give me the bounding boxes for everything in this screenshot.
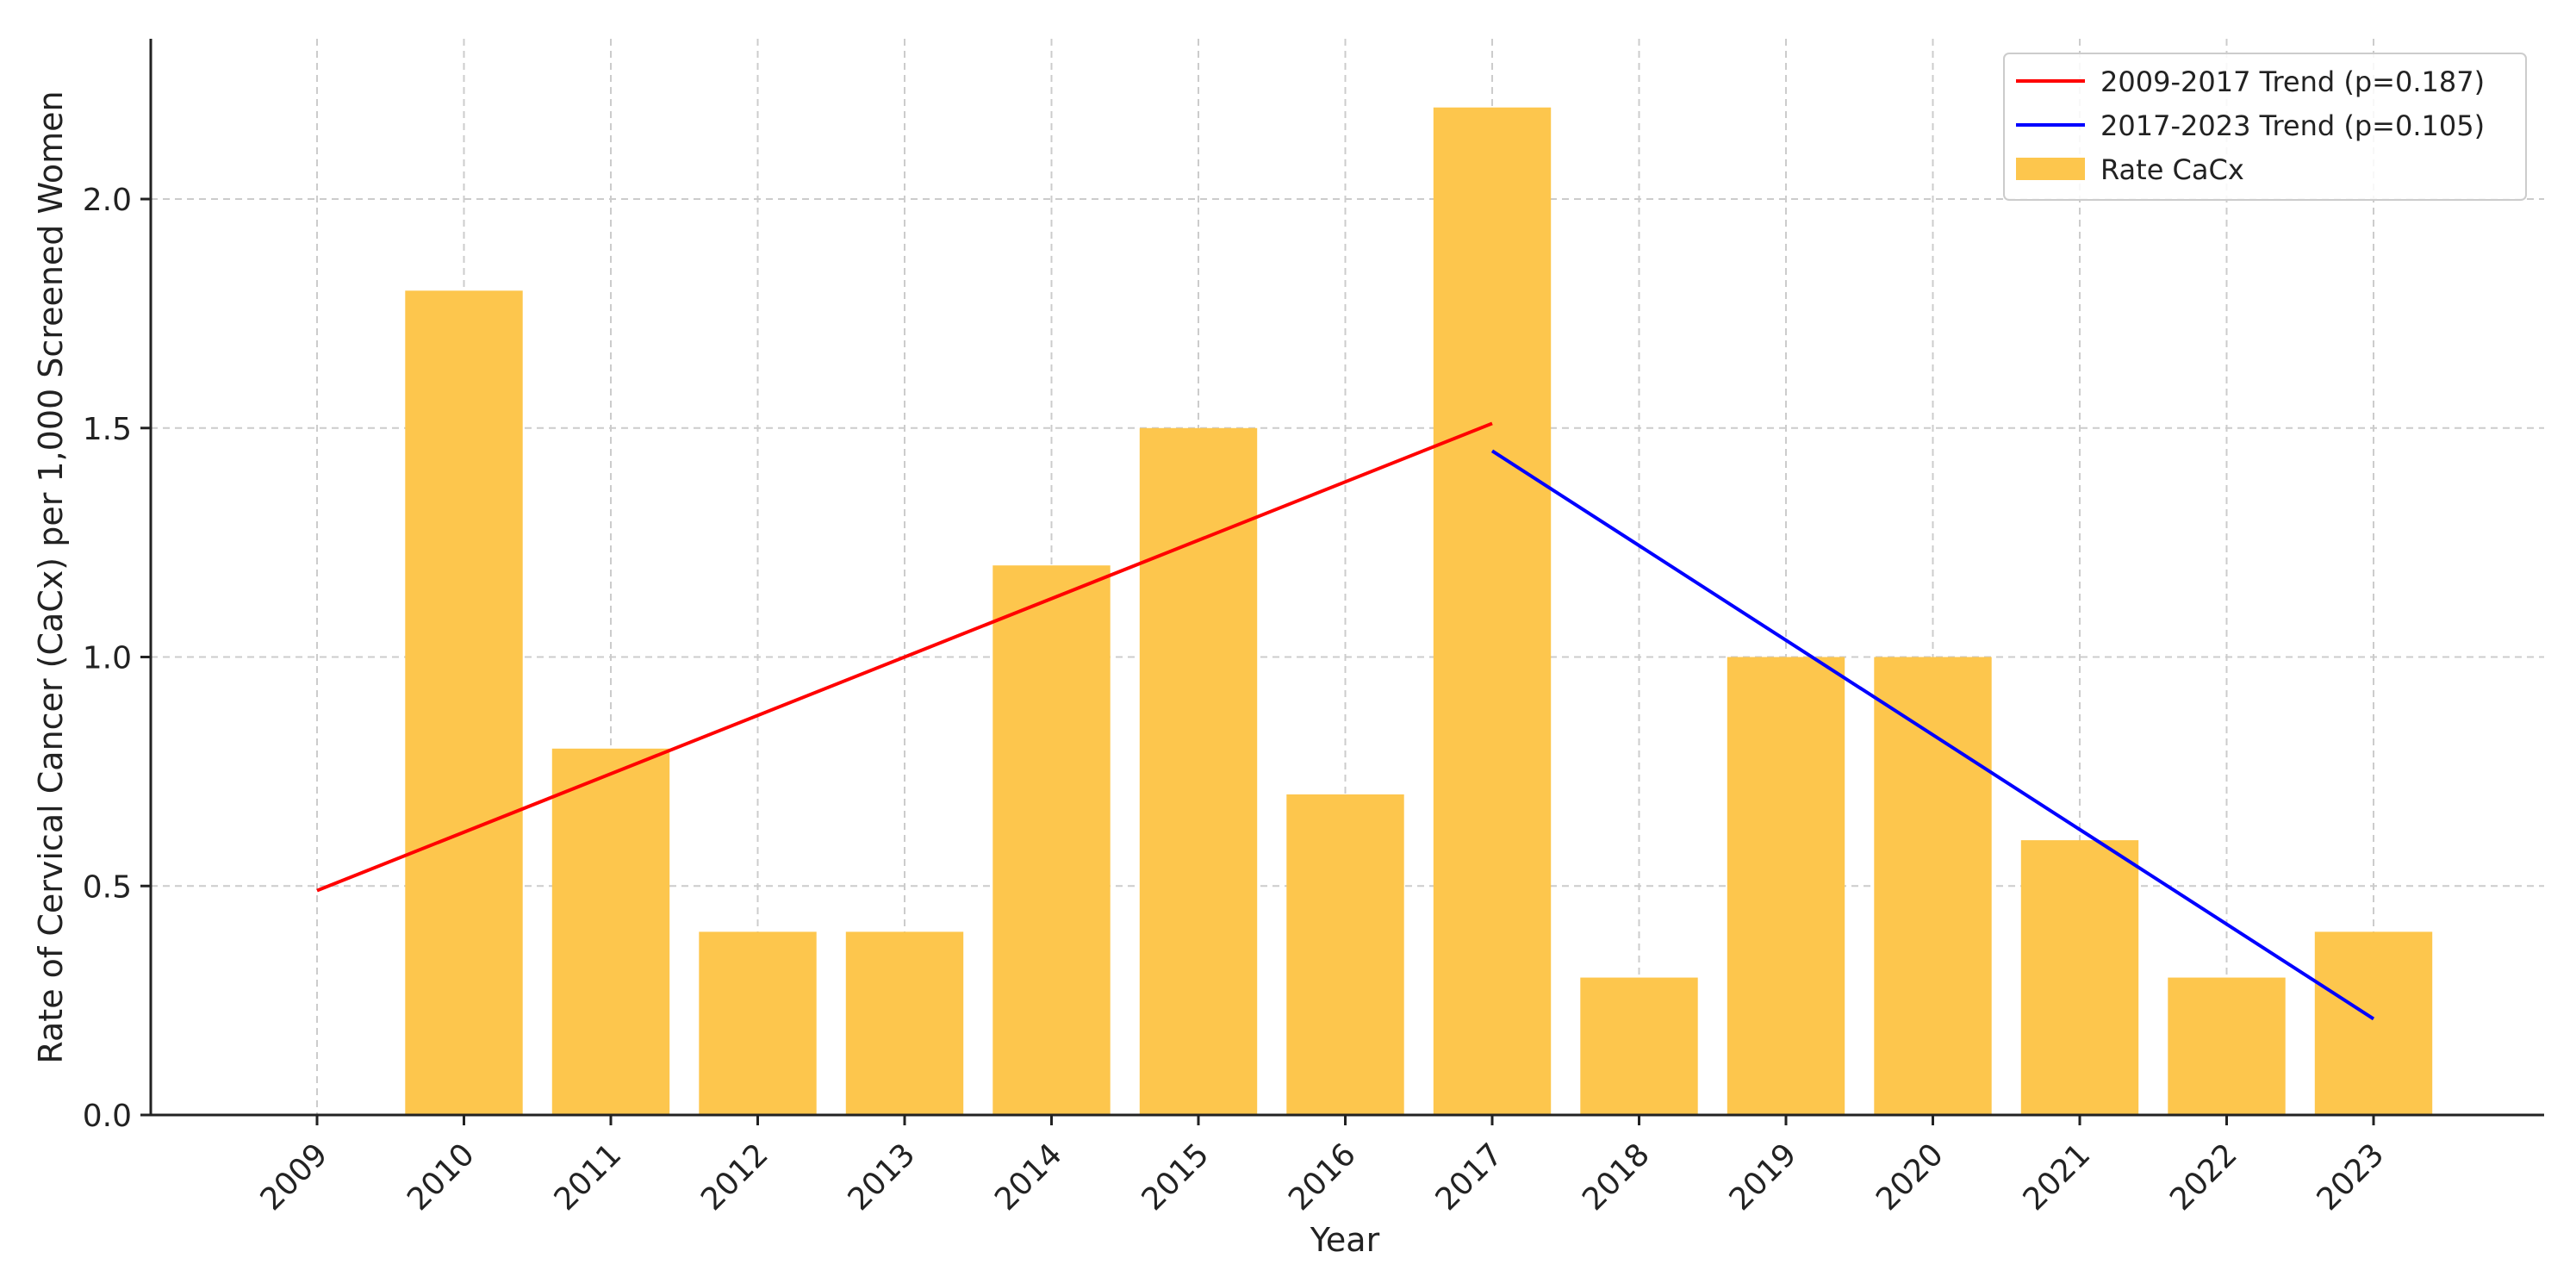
y-tick-label: 0.0: [83, 1099, 132, 1134]
x-tick-label: 2013: [842, 1137, 923, 1218]
x-tick-label: 2010: [401, 1137, 482, 1218]
axes: [149, 39, 2544, 1117]
y-tick-label: 1.5: [83, 412, 132, 447]
x-tick-label: 2015: [1136, 1137, 1216, 1218]
y-tick-label: 1.0: [83, 641, 132, 676]
x-tick-label: 2019: [1723, 1137, 1804, 1218]
bars: [405, 107, 2433, 1116]
legend-label: Rate CaCx: [2100, 153, 2244, 186]
y-ticks: 0.0 0.5 1.0 1.5 2.0: [83, 183, 151, 1134]
x-tick-label: 2022: [2163, 1137, 2244, 1218]
x-axis-label: Year: [1310, 1221, 1380, 1259]
x-tick-label: 2009: [254, 1137, 335, 1218]
x-tick-label: 2020: [1870, 1137, 1951, 1218]
legend-box: [2003, 53, 2527, 201]
legend-label: 2017-2023 Trend (p=0.105): [2100, 109, 2485, 142]
bar: [1139, 427, 1258, 1115]
bar: [2314, 931, 2433, 1115]
y-axis-label: Rate of Cervical Cancer (CaCx) per 1,000…: [32, 90, 70, 1063]
x-tick-label: 2021: [2017, 1137, 2098, 1218]
x-tick-label: 2012: [694, 1137, 775, 1218]
trend-lines: [316, 421, 2375, 1021]
trend-line: [316, 421, 1493, 893]
bar: [2168, 977, 2286, 1115]
y-tick-label: 0.5: [83, 869, 132, 905]
bar: [1727, 657, 1845, 1115]
trend-line: [1490, 449, 2375, 1021]
bar: [551, 748, 670, 1115]
x-tick-label: 2016: [1282, 1137, 1363, 1218]
bar: [1580, 977, 1698, 1115]
x-ticks: 2009 2010 2011 2012 2013 2014 2015 2016 2017 2018…: [254, 1115, 2392, 1218]
bar: [699, 931, 817, 1115]
legend-swatch: [2016, 158, 2085, 180]
bar: [405, 290, 523, 1115]
bar: [845, 931, 964, 1115]
x-tick-label: 2017: [1429, 1137, 1510, 1218]
x-tick-label: 2011: [548, 1137, 629, 1218]
bar: [992, 565, 1111, 1115]
x-tick-label: 2023: [2311, 1137, 2392, 1218]
bar: [1433, 107, 1552, 1116]
bar: [1874, 657, 1992, 1115]
y-tick-label: 2.0: [83, 183, 132, 218]
bar: [2020, 840, 2139, 1115]
legend-label: 2009-2017 Trend (p=0.187): [2100, 65, 2485, 98]
x-tick-label: 2014: [988, 1137, 1069, 1218]
bar: [1286, 794, 1404, 1115]
x-tick-label: 2018: [1576, 1137, 1657, 1218]
legend: 2009-2017 Trend (p=0.187) 2017-2023 Trend…: [2003, 53, 2527, 201]
